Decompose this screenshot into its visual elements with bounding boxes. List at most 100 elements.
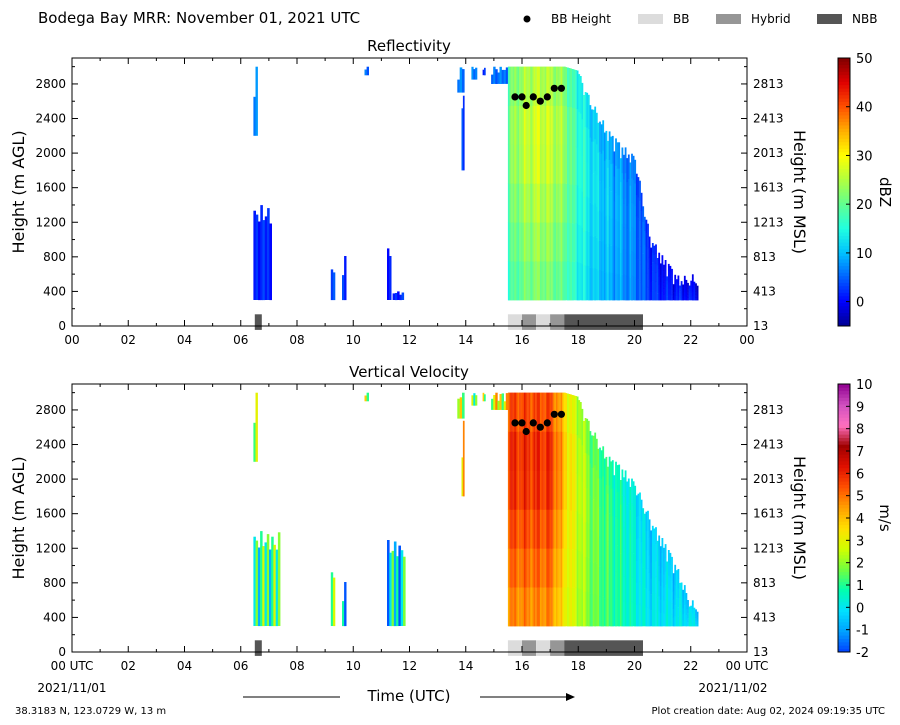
echo-cell (645, 219, 648, 234)
echo-cell (623, 576, 625, 602)
echo-cell (651, 592, 654, 610)
echo-cell (635, 560, 638, 583)
echo-cell (626, 158, 629, 183)
echo-cell (514, 431, 517, 471)
echo-cell (330, 269, 334, 301)
echo-cell (682, 289, 685, 293)
echo-cell (507, 105, 510, 145)
echo-cell (271, 536, 274, 627)
colorbar-step (838, 232, 850, 236)
colorbar-step (838, 615, 850, 619)
echo-cell (610, 272, 613, 301)
echo-cell (552, 470, 555, 510)
echo-cell (565, 222, 568, 262)
echo-cell (605, 513, 608, 542)
echo-cell (584, 522, 587, 557)
echo-cell (568, 432, 571, 472)
echo-cell (640, 228, 643, 247)
echo-cell (538, 105, 541, 145)
echo-cell (659, 281, 662, 289)
echo-cell (587, 197, 590, 232)
echo-cell (672, 599, 675, 609)
echo-cell (642, 527, 645, 548)
echo-cell (595, 175, 598, 207)
echo-cell (640, 583, 643, 606)
echo-cell (691, 291, 694, 297)
colorbar-step (838, 384, 850, 388)
echo-cell (560, 183, 563, 223)
echo-cell (392, 293, 396, 300)
echo-cell (570, 587, 573, 627)
echo-layer (253, 66, 509, 301)
echo-cell (674, 605, 677, 617)
echo-cell (546, 261, 549, 301)
echo-cell (599, 121, 601, 152)
echo-cell (618, 464, 621, 492)
echo-cell (264, 216, 268, 300)
echo-cell (696, 285, 699, 289)
bb-type-segment (536, 640, 551, 656)
echo-cell (514, 548, 517, 588)
echo-cell (666, 604, 669, 616)
echo-cell (640, 210, 643, 229)
x-tick-label: 04 (177, 333, 192, 347)
echo-cell (528, 587, 531, 627)
echo-cell (520, 144, 523, 184)
echo-cell (573, 69, 576, 109)
echo-cell (599, 210, 601, 241)
colorbar-step (838, 581, 850, 586)
colorbar-tick-label: 30 (856, 149, 873, 164)
echo-cell (664, 286, 667, 294)
echo-cell (517, 261, 520, 301)
echo-cell (397, 291, 400, 300)
echo-cell (621, 521, 624, 549)
echo-cell (648, 572, 651, 591)
echo-cell (629, 556, 632, 580)
echo-cell (573, 146, 576, 186)
echo-cell (573, 510, 576, 550)
bb-type-segment (550, 640, 565, 656)
colorbar-step (838, 588, 850, 593)
echo-cell (520, 105, 523, 145)
echo-cell (696, 288, 699, 291)
echo-cell (530, 470, 533, 510)
y-tick-label: 2013 (753, 146, 784, 160)
echo-cell (543, 222, 545, 262)
echo-cell (605, 597, 608, 627)
echo-cell (583, 557, 585, 593)
echo-cell (695, 288, 697, 292)
echo-cell (695, 620, 697, 624)
echo-cell (616, 465, 619, 493)
echo-cell (589, 235, 592, 268)
legend-item: BB Height (523, 12, 611, 26)
echo-cell (530, 261, 533, 301)
echo-cell (616, 491, 619, 519)
echo-cell (690, 280, 693, 285)
echo-cell (600, 479, 603, 510)
echo-cell (547, 222, 550, 262)
echo-cell (623, 154, 625, 180)
echo-cell (623, 275, 625, 301)
echo-cell (663, 276, 665, 283)
echo-cell (366, 66, 369, 76)
echo-cell (576, 261, 579, 301)
echo-cell (400, 550, 404, 626)
echo-cell (560, 587, 563, 627)
echo-cell (631, 153, 633, 179)
echo-cell (589, 593, 592, 627)
colorbar-step (838, 451, 850, 455)
echo-cell (269, 223, 272, 301)
echo-cell (587, 420, 590, 456)
colorbar-step (838, 551, 850, 556)
echo-cell (621, 573, 624, 601)
echo-cell (547, 261, 550, 301)
echo-cell (549, 222, 552, 262)
x-tick-label: 18 (571, 659, 586, 673)
echo-cell (511, 548, 513, 588)
echo-cell (573, 472, 576, 512)
echo-cell (685, 598, 688, 605)
echo-cell (573, 107, 576, 147)
echo-cell (627, 178, 630, 204)
legend-label: Hybrid (751, 12, 791, 26)
echo-cell (663, 270, 665, 277)
